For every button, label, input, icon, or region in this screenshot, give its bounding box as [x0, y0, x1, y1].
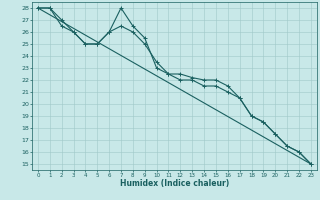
X-axis label: Humidex (Indice chaleur): Humidex (Indice chaleur)	[120, 179, 229, 188]
